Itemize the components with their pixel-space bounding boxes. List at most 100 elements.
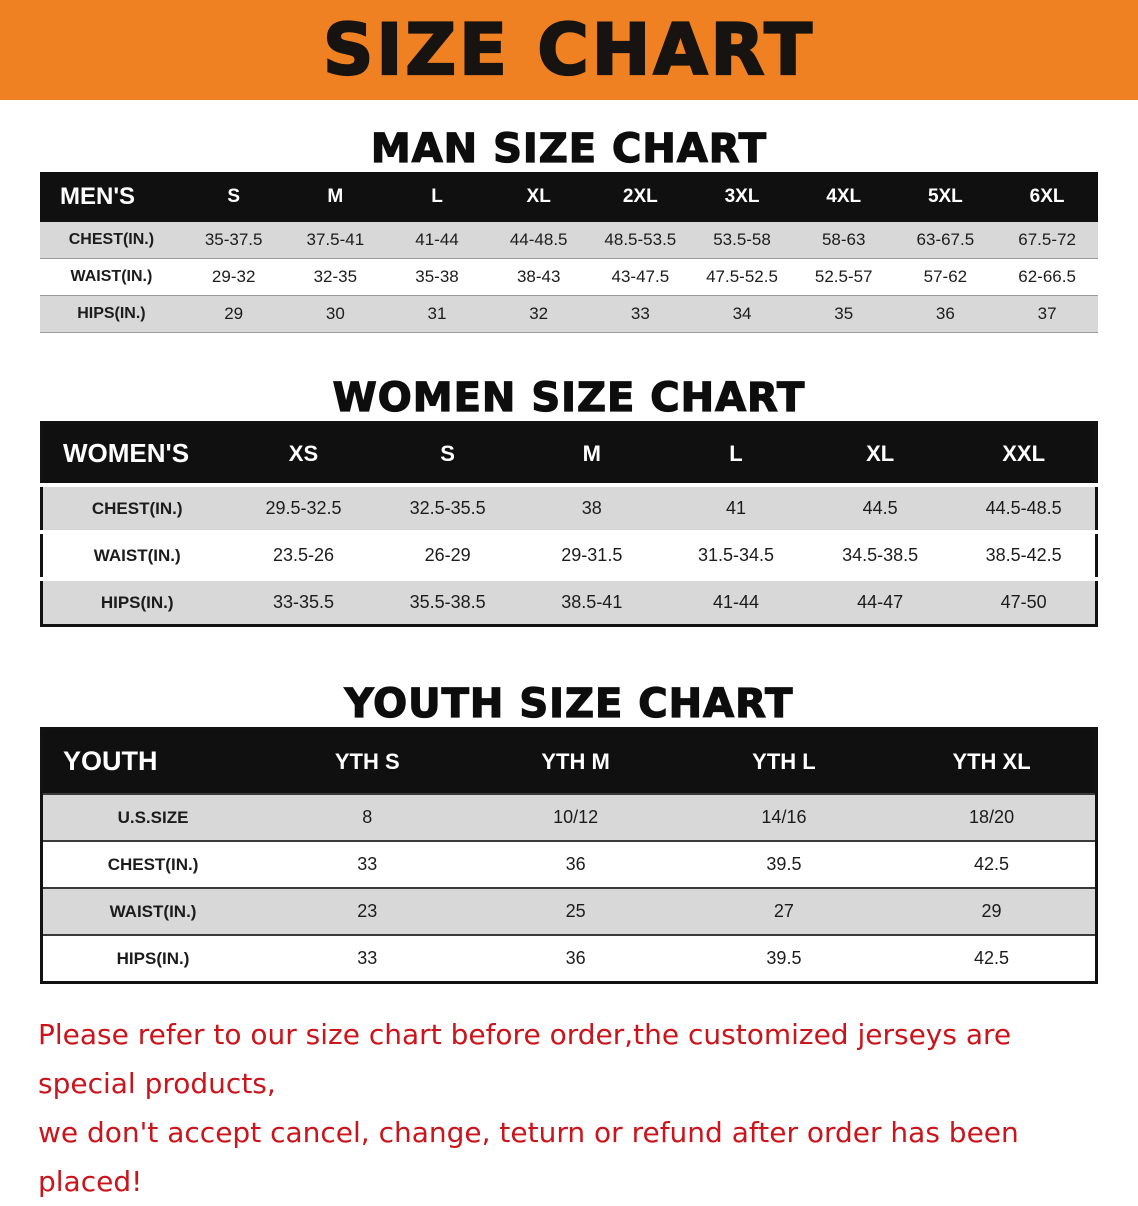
row-label: CHEST(IN.) [41,840,264,888]
women-section-heading: WOMEN SIZE CHART [332,374,806,421]
row-label: HIPS(IN.) [41,577,232,626]
size-value-cell: 44-48.5 [487,222,590,259]
size-value-cell: 63-67.5 [894,222,997,259]
size-value-cell: 31.5-34.5 [663,530,809,579]
size-column-header: 5XL [894,172,997,222]
youth-size-table: YOUTH YTH S YTH M YTH L YTH XL U.S.SIZE 8 10/12… [40,727,1098,984]
size-value-cell: 41 [663,483,809,532]
table-header-row: YOUTH YTH S YTH M YTH L YTH XL [41,728,1097,794]
size-value-cell: 29 [182,295,285,333]
size-column-header: S [375,422,520,485]
size-value-cell: 27 [679,887,889,935]
size-value-cell: 34 [691,295,793,333]
table-corner-label: MEN'S [40,172,183,222]
row-label: WAIST(IN.) [41,530,232,579]
table-corner-label: WOMEN'S [41,422,232,485]
size-column-header: YTH S [263,728,472,794]
row-label: WAIST(IN.) [40,258,183,296]
size-column-header: 2XL [589,172,692,222]
table-row: WAIST(IN.) 23 25 27 29 [41,887,1097,935]
size-value-cell: 44.5 [808,483,953,532]
size-value-cell: 62-66.5 [996,258,1098,296]
table-row: HIPS(IN.) 29 30 31 32 33 34 35 36 37 [40,295,1098,333]
women-size-table: WOMEN'S XS S M L XL XXL CHEST(IN.) 29.5-32.5 32.5… [40,421,1098,627]
size-value-cell: 67.5-72 [996,222,1098,259]
size-value-cell: 18/20 [888,793,1097,841]
row-label: HIPS(IN.) [40,295,183,333]
size-value-cell: 38 [519,483,664,532]
size-value-cell: 42.5 [888,934,1097,983]
size-value-cell: 35 [792,295,895,333]
size-value-cell: 29 [888,887,1097,935]
size-value-cell: 47.5-52.5 [691,258,793,296]
size-value-cell: 34.5-38.5 [808,530,953,579]
table-row: WAIST(IN.) 29-32 32-35 35-38 38-43 43-47.5 47.… [40,258,1098,296]
size-column-header: 6XL [996,172,1098,222]
size-column-header: S [182,172,285,222]
size-value-cell: 37 [996,295,1098,333]
size-chart-banner: SIZE CHART [0,0,1138,100]
size-value-cell: 36 [471,934,680,983]
row-label: WAIST(IN.) [41,887,264,935]
size-value-cell: 8 [263,793,472,841]
size-value-cell: 32.5-35.5 [375,483,520,532]
size-value-cell: 43-47.5 [589,258,692,296]
size-value-cell: 36 [894,295,997,333]
size-value-cell: 38-43 [487,258,590,296]
size-value-cell: 35.5-38.5 [375,577,520,626]
size-value-cell: 29.5-32.5 [231,483,376,532]
size-column-header: L [663,422,809,485]
size-column-header: 3XL [691,172,793,222]
size-value-cell: 10/12 [471,793,680,841]
size-value-cell: 42.5 [888,840,1097,888]
size-value-cell: 57-62 [894,258,997,296]
size-value-cell: 41-44 [663,577,809,626]
size-column-header: XL [808,422,953,485]
size-column-header: YTH M [471,728,680,794]
youth-section: YOUTH SIZE CHART YOUTH YTH S YTH M YTH L YTH… [0,680,1138,984]
youth-section-heading: YOUTH SIZE CHART [344,680,794,727]
table-row: WAIST(IN.) 23.5-26 26-29 29-31.5 31.5-34.5 34… [41,530,1097,579]
size-value-cell: 33 [263,934,472,983]
size-value-cell: 36 [471,840,680,888]
size-value-cell: 25 [471,887,680,935]
table-corner-label: YOUTH [41,728,264,794]
size-value-cell: 14/16 [679,793,889,841]
size-value-cell: 48.5-53.5 [589,222,692,259]
size-value-cell: 32-35 [284,258,387,296]
size-column-header: YTH L [679,728,889,794]
size-value-cell: 44.5-48.5 [952,483,1097,532]
footer-line-1: Please refer to our size chart before or… [38,1018,1012,1100]
size-value-cell: 23.5-26 [231,530,376,579]
size-value-cell: 39.5 [679,840,889,888]
women-section: WOMEN SIZE CHART WOMEN'S XS S M L XL XXL CHEST(… [0,374,1138,627]
size-column-header: XL [487,172,590,222]
size-column-header: XXL [952,422,1097,485]
size-value-cell: 58-63 [792,222,895,259]
row-label: CHEST(IN.) [40,222,183,259]
size-column-header: M [519,422,664,485]
footer-line-2: we don't accept cancel, change, teturn o… [38,1116,1019,1198]
table-row: U.S.SIZE 8 10/12 14/16 18/20 [41,793,1097,841]
size-value-cell: 32 [487,295,590,333]
size-value-cell: 44-47 [808,577,953,626]
footer-note: Please refer to our size chart before or… [38,1010,1108,1206]
row-label: CHEST(IN.) [41,483,232,532]
size-value-cell: 23 [263,887,472,935]
size-value-cell: 39.5 [679,934,889,983]
table-row: CHEST(IN.) 29.5-32.5 32.5-35.5 38 41 44.5 44.5… [41,483,1097,532]
size-value-cell: 35-38 [386,258,488,296]
size-value-cell: 41-44 [386,222,488,259]
size-value-cell: 31 [386,295,488,333]
size-value-cell: 47-50 [952,577,1097,626]
row-label: HIPS(IN.) [41,934,264,983]
table-row: HIPS(IN.) 33 36 39.5 42.5 [41,934,1097,983]
size-value-cell: 38.5-42.5 [952,530,1097,579]
page-title: SIZE CHART [322,8,816,92]
table-row: CHEST(IN.) 35-37.5 37.5-41 41-44 44-48.5 48.5… [40,222,1098,259]
men-section-heading: MAN SIZE CHART [370,125,768,172]
table-header-row: WOMEN'S XS S M L XL XXL [41,422,1097,485]
size-value-cell: 33-35.5 [231,577,376,626]
size-value-cell: 29-32 [182,258,285,296]
